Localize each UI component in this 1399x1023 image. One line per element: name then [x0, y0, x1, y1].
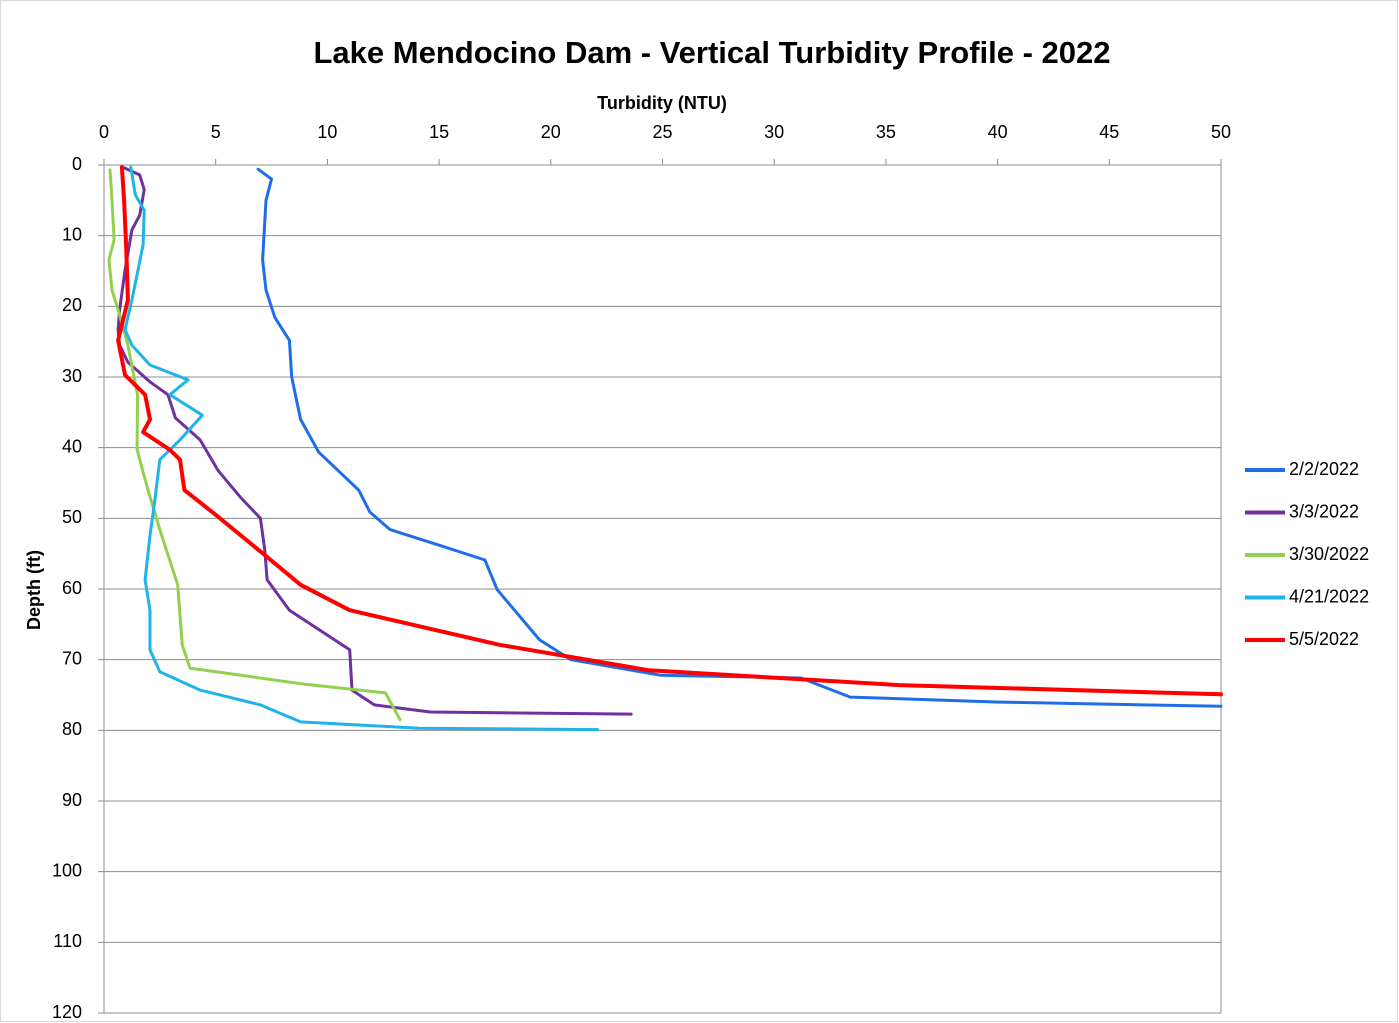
y-tick-label: 70 — [62, 648, 82, 668]
y-axis-label: Depth (ft) — [24, 550, 44, 630]
y-tick-label: 110 — [53, 931, 82, 951]
x-tick-label: 0 — [99, 122, 109, 142]
x-tick-label: 50 — [1211, 122, 1231, 142]
x-tick-label: 45 — [1099, 122, 1119, 142]
y-tick-label: 100 — [52, 860, 82, 880]
series-line — [116, 165, 1223, 697]
y-tick-label: 90 — [62, 790, 82, 810]
y-tick-label: 60 — [62, 578, 82, 598]
x-tick-label: 40 — [988, 122, 1008, 142]
legend-label: 3/30/2022 — [1289, 544, 1369, 564]
y-tick-label: 40 — [62, 436, 82, 456]
series-line — [116, 166, 633, 716]
legend-label: 5/5/2022 — [1289, 629, 1359, 649]
x-tick-label: 35 — [876, 122, 896, 142]
legend-label: 2/2/2022 — [1289, 459, 1359, 479]
legend-label: 4/21/2022 — [1289, 586, 1369, 606]
series-line — [256, 167, 1223, 708]
series-line — [107, 168, 402, 722]
x-axis-label: Turbidity (NTU) — [597, 93, 727, 113]
x-tick-label: 10 — [317, 122, 337, 142]
y-tick-label: 50 — [62, 507, 82, 527]
y-tick-label: 0 — [72, 154, 82, 174]
y-tick-label: 10 — [62, 224, 82, 244]
legend-label: 3/3/2022 — [1289, 501, 1359, 521]
y-tick-label: 20 — [62, 295, 82, 315]
chart-title: Lake Mendocino Dam - Vertical Turbidity … — [313, 35, 1110, 70]
x-tick-label: 25 — [652, 122, 672, 142]
y-tick-label: 80 — [62, 719, 82, 739]
y-tick-label: 30 — [62, 366, 82, 386]
x-tick-label: 15 — [429, 122, 449, 142]
x-tick-label: 20 — [541, 122, 561, 142]
x-tick-label: 30 — [764, 122, 784, 142]
y-tick-label: 120 — [52, 1002, 82, 1022]
x-tick-label: 5 — [211, 122, 221, 142]
